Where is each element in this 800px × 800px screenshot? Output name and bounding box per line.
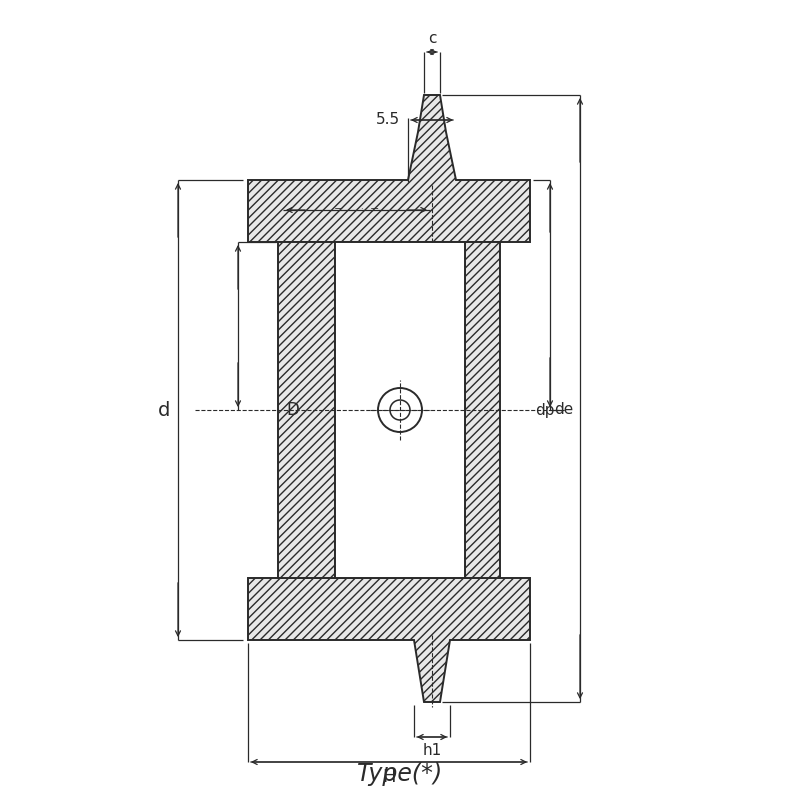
- Text: Type(*): Type(*): [357, 762, 443, 786]
- Text: H: H: [382, 768, 396, 786]
- Text: c: c: [428, 31, 436, 46]
- Text: =: =: [370, 205, 379, 215]
- Bar: [335, 242, 465, 578]
- Text: ·: ·: [360, 206, 363, 214]
- Text: D: D: [286, 401, 299, 419]
- Polygon shape: [248, 578, 530, 702]
- Text: de: de: [554, 402, 574, 418]
- Text: dp: dp: [535, 402, 554, 418]
- Text: d: d: [158, 401, 170, 419]
- Text: 5.5: 5.5: [376, 113, 400, 127]
- Polygon shape: [278, 242, 335, 578]
- Polygon shape: [465, 242, 500, 578]
- Text: h1: h1: [422, 743, 442, 758]
- Polygon shape: [248, 95, 530, 242]
- Text: =: =: [334, 205, 343, 215]
